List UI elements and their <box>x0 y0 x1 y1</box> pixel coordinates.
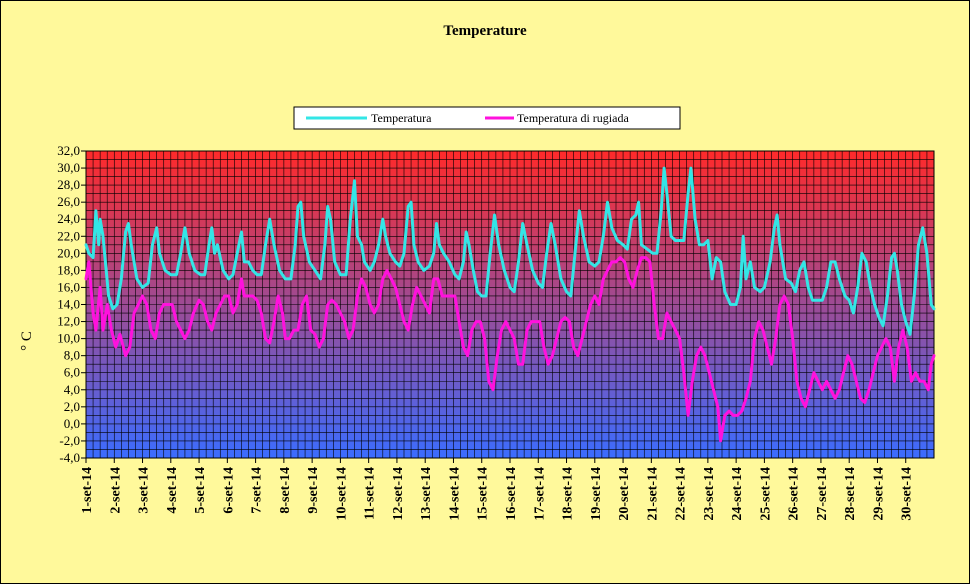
y-tick-label: 2,0 <box>64 399 80 414</box>
y-tick-label: 20,0 <box>57 245 80 260</box>
legend-label-temperatura-di-rugiada: Temperatura di rugiada <box>517 111 629 125</box>
legend-label-temperatura: Temperatura <box>371 111 432 125</box>
x-tick-label: 1-set-14 <box>80 467 95 514</box>
grid-lines <box>86 151 934 458</box>
series-line-temperatura <box>84 166 936 336</box>
series-line-temperatura-di-rugiada <box>84 256 936 443</box>
x-tick-label: 12-set-14 <box>391 467 406 521</box>
y-tick-label: 30,0 <box>57 160 80 175</box>
y-tick-label: 22,0 <box>57 228 80 243</box>
series-layer <box>84 166 936 443</box>
x-tick-label: 15-set-14 <box>476 467 491 521</box>
y-tick-label: 24,0 <box>57 211 80 226</box>
x-tick-label: 24-set-14 <box>730 467 745 521</box>
legend: Temperatura Temperatura di rugiada <box>293 106 681 130</box>
y-tick-label: 18,0 <box>57 262 80 277</box>
x-tick-label: 18-set-14 <box>561 467 576 521</box>
x-tick-label: 14-set-14 <box>447 467 462 521</box>
y-tick-label: 14,0 <box>57 297 80 312</box>
x-tick-label: 5-set-14 <box>193 467 208 514</box>
x-tick-label: 3-set-14 <box>137 467 152 514</box>
y-tick-label: -4,0 <box>59 450 80 465</box>
x-tick-label: 16-set-14 <box>504 467 519 521</box>
x-tick-label: 6-set-14 <box>221 467 236 514</box>
y-tick-label: 6,0 <box>64 365 80 380</box>
y-tick-label: 16,0 <box>57 279 80 294</box>
x-tick-label: 29-set-14 <box>871 467 886 521</box>
y-tick-label: 12,0 <box>57 314 80 329</box>
x-tick-label: 13-set-14 <box>419 467 434 521</box>
y-tick-label: 26,0 <box>57 194 80 209</box>
x-tick-label: 19-set-14 <box>589 467 604 521</box>
x-tick-label: 21-set-14 <box>645 467 660 521</box>
x-tick-label: 11-set-14 <box>363 467 378 520</box>
x-tick-label: 28-set-14 <box>843 467 858 521</box>
x-tick-label: 30-set-14 <box>900 467 915 521</box>
x-tick-label: 22-set-14 <box>674 467 689 521</box>
x-tick-label: 27-set-14 <box>815 467 830 521</box>
x-tick-label: 20-set-14 <box>617 467 632 521</box>
y-tick-label: 28,0 <box>57 177 80 192</box>
chart-title: Temperature <box>443 23 527 39</box>
x-tick-label: 9-set-14 <box>306 467 321 514</box>
x-tick-label: 2-set-14 <box>108 467 123 514</box>
x-tick-label: 25-set-14 <box>758 467 773 521</box>
y-tick-label: 32,0 <box>57 143 80 158</box>
x-tick-label: 7-set-14 <box>250 467 265 514</box>
y-tick-label: 0,0 <box>64 416 80 431</box>
y-tick-label: 10,0 <box>57 331 80 346</box>
x-tick-label: 23-set-14 <box>702 467 717 521</box>
y-tick-label: -2,0 <box>59 433 80 448</box>
x-tick-label: 17-set-14 <box>532 467 547 521</box>
x-tick-label: 4-set-14 <box>165 467 180 514</box>
x-tick-label: 8-set-14 <box>278 467 293 514</box>
x-tick-label: 10-set-14 <box>334 467 349 521</box>
x-tick-label: 26-set-14 <box>787 467 802 521</box>
y-axis: -4,0 -2,0 0,0 2,0 4,0 6,0 8,0 10,0 12,0 14,0 16,0 1… <box>57 143 86 465</box>
x-axis: 1-set-14 2-set-14 3-set-14 4-set-14 5-set-14… <box>80 458 915 521</box>
y-tick-label: 4,0 <box>64 382 80 397</box>
y-tick-label: 8,0 <box>64 348 80 363</box>
y-axis-label: ° C <box>19 331 35 351</box>
